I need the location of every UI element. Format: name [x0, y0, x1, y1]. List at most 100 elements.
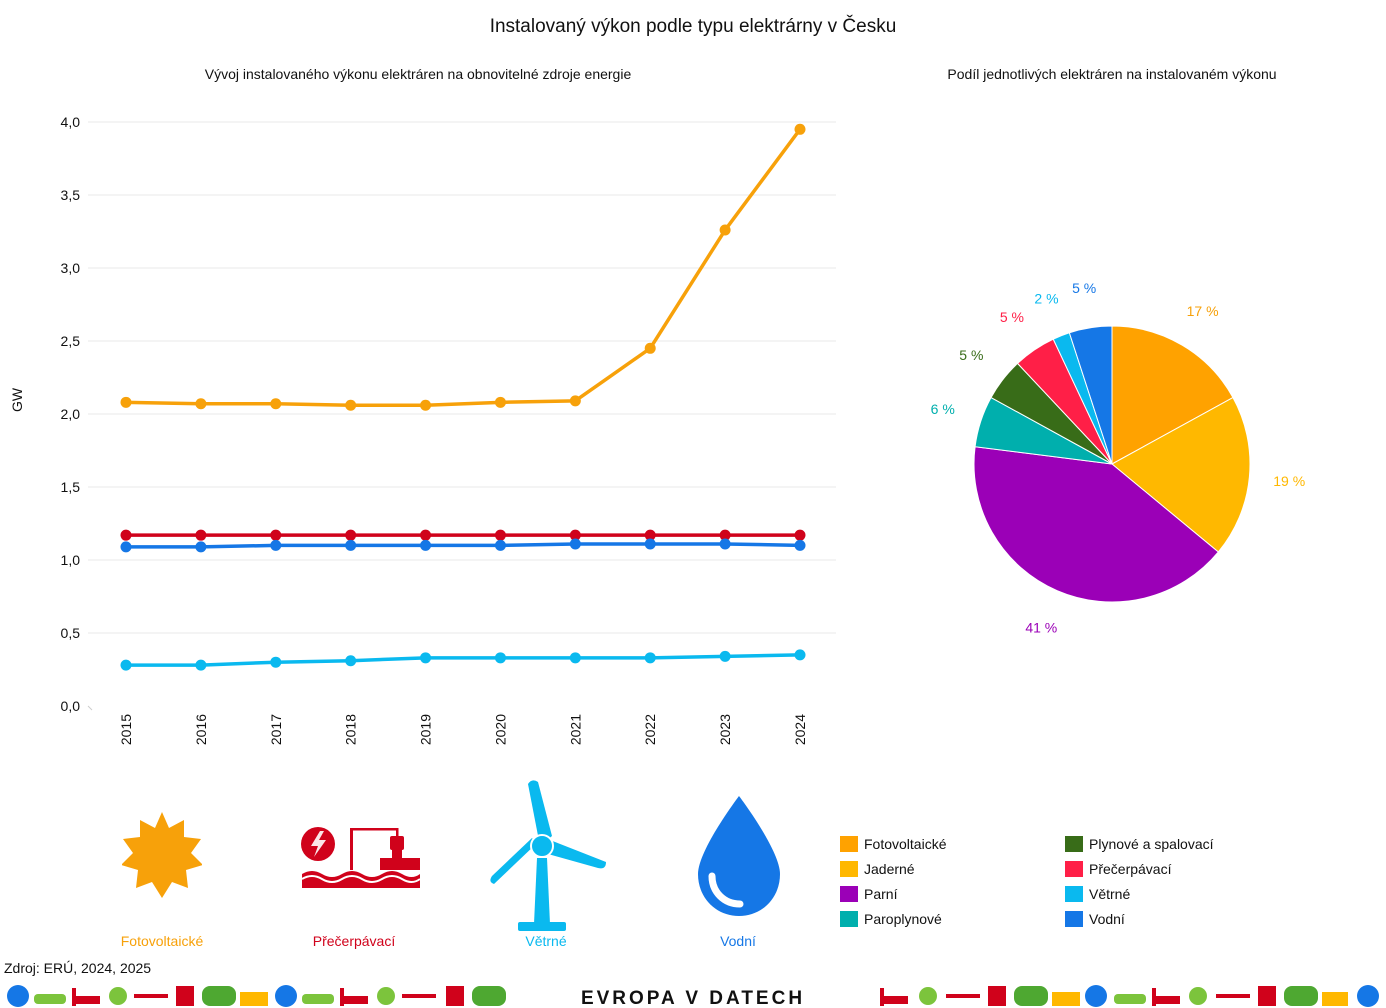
data-point: [644, 342, 656, 354]
y-axis-ticks: 0,0 0,5 1,0 1,5 2,0 2,5 3,0 3,5 4,0: [61, 114, 81, 714]
data-point: [270, 398, 282, 410]
legend-item: Fotovoltaické: [840, 836, 946, 852]
y-tick-label: 2,0: [61, 406, 81, 422]
data-point: [794, 529, 806, 541]
data-point: [420, 539, 432, 551]
legend-label: Větrné: [1089, 886, 1131, 902]
y-tick-label: 2,5: [61, 333, 81, 349]
data-point: [794, 649, 806, 661]
y-tick-label: 1,0: [61, 552, 81, 568]
legend-item: Vodní: [1065, 911, 1125, 927]
series-line: [125, 128, 802, 407]
series-line: [126, 653, 801, 667]
data-point: [494, 529, 506, 541]
legend-label: Parní: [864, 886, 898, 902]
pie-label: 5 %: [1000, 309, 1024, 325]
data-point: [120, 396, 132, 408]
data-point: [345, 655, 357, 667]
legend-label: Jaderné: [864, 861, 915, 877]
legend-label: Paroplynové: [864, 911, 942, 927]
series-p-e-erp-vac-: [120, 529, 806, 541]
legend-swatch: [840, 886, 858, 902]
legend-label: Fotovoltaické: [864, 836, 947, 852]
data-point: [270, 529, 282, 541]
icon-label-precerpavaci: Přečerpávací: [312, 933, 396, 949]
decor-left: [7, 985, 506, 1007]
line-chart: 0,0 0,5 1,0 1,5 2,0 2,5 3,0 3,5 4,0 2015 2016 2017…: [9, 114, 836, 745]
icon-label-fotovoltaicke: Fotovoltaické: [120, 933, 204, 949]
data-point: [644, 529, 656, 541]
pie-slice: [973, 446, 1220, 603]
decor-right: [880, 985, 1379, 1007]
pie-slices: [973, 325, 1251, 603]
data-point: [120, 659, 132, 671]
data-point: [420, 529, 432, 541]
icon-label-vodni: Vodní: [720, 933, 756, 949]
data-point: [270, 656, 282, 668]
data-point: [494, 396, 506, 408]
data-point: [195, 541, 207, 553]
pie-label: 5 %: [1072, 280, 1096, 296]
legend-item: Parní: [840, 886, 897, 902]
x-tick-label: 2019: [418, 714, 434, 745]
y-tick-label: 0,5: [61, 625, 81, 641]
legend-swatch: [1065, 886, 1083, 902]
pumped-storage-icon: [301, 827, 421, 888]
y-axis-label: GW: [9, 387, 25, 412]
series-line: [126, 542, 801, 549]
pie-label: 41 %: [1025, 619, 1057, 635]
line-chart-grid: [87, 121, 836, 711]
data-point: [569, 395, 581, 407]
data-point: [345, 539, 357, 551]
y-tick-label: 4,0: [61, 114, 81, 130]
x-tick-label: 2024: [792, 714, 808, 745]
data-point: [270, 539, 282, 551]
legend-item: Plynové a spalovací: [1065, 836, 1214, 852]
series-fotovoltaick-: [120, 123, 806, 411]
data-point: [195, 529, 207, 541]
data-point: [794, 123, 806, 135]
data-point: [794, 539, 806, 551]
data-point: [644, 538, 656, 550]
y-tick-label: 1,5: [61, 479, 81, 495]
data-point: [719, 650, 731, 662]
x-tick-label: 2017: [268, 714, 284, 745]
legend-label: Plynové a spalovací: [1089, 836, 1214, 852]
decorative-footer-strip: EVROPA V DATECH: [7, 985, 1379, 1008]
source-note: Zdroj: ERÚ, 2024, 2025: [4, 960, 152, 976]
y-tick-label: 0,0: [61, 698, 81, 714]
legend-swatch: [840, 861, 858, 877]
pie-slice: [1111, 325, 1234, 465]
legend-label: Přečerpávací: [1089, 861, 1172, 877]
data-point: [719, 224, 731, 236]
data-point: [345, 529, 357, 541]
brand-logo: EVROPA V DATECH: [581, 988, 805, 1008]
legend-swatch: [840, 911, 858, 927]
x-tick-label: 2016: [193, 714, 209, 745]
y-tick-label: 3,5: [61, 187, 81, 203]
pie-chart: 17 % 19 % 41 % 6 % 5 % 5 % 2 % 5 %: [931, 280, 1306, 635]
line-chart-title: Vývoj instalovaného výkonu elektráren na…: [204, 66, 632, 82]
legend-swatch: [1065, 911, 1083, 927]
data-point: [345, 399, 357, 411]
pie-slice: [1068, 325, 1113, 465]
legend-swatch: [1065, 836, 1083, 852]
legend-item: Paroplynové: [840, 911, 942, 927]
line-series-group: [120, 123, 806, 671]
y-tick-label: 3,0: [61, 260, 81, 276]
pie-labels: 17 % 19 % 41 % 6 % 5 % 5 % 2 % 5 %: [931, 280, 1306, 635]
legend-swatch: [1065, 861, 1083, 877]
data-point: [420, 652, 432, 664]
x-tick-label: 2022: [642, 714, 658, 745]
pie-label: 2 %: [1034, 290, 1058, 306]
axis-corner: [87, 705, 93, 711]
pie-label: 19 %: [1273, 473, 1305, 489]
x-axis-ticks: 2015 2016 2017 2018 2019 2020 2021 2022 2023 2024: [118, 714, 808, 745]
series-v-trn-: [120, 649, 806, 671]
data-point: [195, 659, 207, 671]
pie-label: 17 %: [1187, 303, 1219, 319]
data-point: [120, 541, 132, 553]
data-point: [195, 398, 207, 410]
x-tick-label: 2015: [118, 714, 134, 745]
legend-label: Vodní: [1089, 911, 1125, 927]
